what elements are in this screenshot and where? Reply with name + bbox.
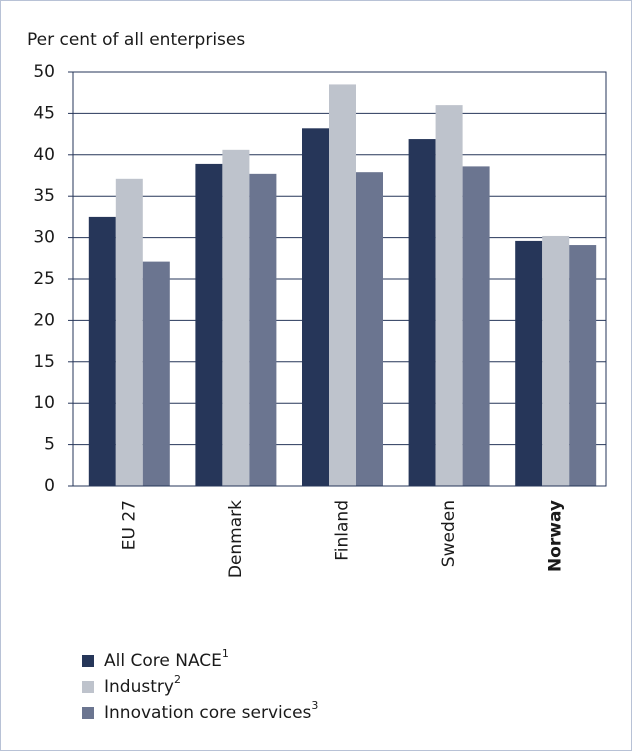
legend-swatch — [82, 707, 94, 719]
bar — [462, 166, 490, 486]
legend-name: Innovation core services — [104, 703, 312, 723]
legend-label: All Core NACE1 — [104, 647, 229, 671]
y-axis-label: Per cent of all enterprises — [27, 30, 245, 50]
x-tick-label: Denmark — [226, 500, 246, 578]
bar — [356, 172, 383, 487]
y-tick-label: 25 — [33, 269, 55, 289]
y-tick-label: 20 — [33, 310, 55, 330]
bar — [302, 128, 329, 486]
legend-footnote: 3 — [311, 699, 318, 712]
bar — [142, 261, 170, 486]
legend-footnote: 1 — [222, 647, 229, 660]
legend-label: Innovation core services3 — [104, 699, 318, 723]
y-tick-label: 35 — [33, 186, 55, 206]
bar — [435, 105, 463, 487]
y-tick-label: 10 — [33, 393, 55, 413]
y-tick-label: 30 — [33, 228, 55, 248]
plot: 0 5 10 15 20 25 30 35 40 45 50 — [33, 62, 606, 496]
bar — [115, 178, 143, 486]
y-tick-label: 0 — [44, 476, 55, 496]
legend-swatch — [82, 655, 94, 667]
x-tick-label: Sweden — [439, 500, 459, 567]
y-tick-label: 45 — [33, 103, 55, 123]
legend-label: Industry2 — [104, 673, 181, 697]
y-tick-label: 50 — [33, 62, 55, 82]
x-tick-label: Norway — [546, 500, 566, 572]
y-tick-label: 40 — [33, 145, 55, 165]
plot-frame — [72, 71, 607, 487]
bar — [542, 235, 570, 486]
legend-name: Industry — [104, 677, 174, 697]
y-tick-label: 15 — [33, 352, 55, 372]
bar — [408, 139, 436, 486]
legend-swatch — [82, 681, 94, 693]
x-tick-label: Finland — [333, 500, 353, 561]
legend-name: All Core NACE — [104, 651, 222, 671]
bar — [329, 84, 356, 487]
legend-footnote: 2 — [174, 673, 181, 686]
bar — [88, 216, 116, 486]
bar — [515, 240, 543, 486]
bar — [569, 245, 597, 486]
bar — [249, 173, 277, 486]
x-tick-label: EU 27 — [119, 500, 139, 550]
bar — [195, 163, 223, 486]
y-tick-label: 5 — [44, 435, 55, 455]
bar — [222, 149, 250, 486]
